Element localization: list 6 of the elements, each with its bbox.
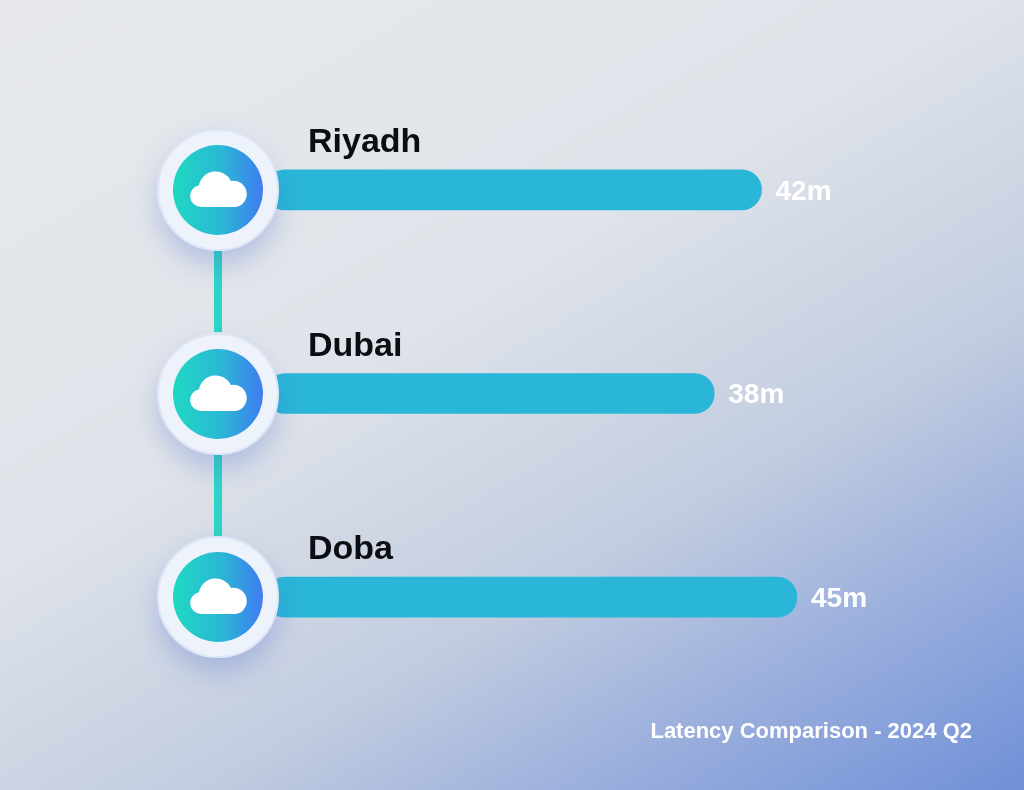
y-tick-label: Doba: [308, 528, 395, 567]
text: Latency Comparison - 2024 Q2: [650, 718, 972, 743]
y-tick-label: Dubai: [308, 324, 403, 363]
data-label: 38m: [728, 378, 785, 410]
data-label: 45m: [811, 581, 868, 613]
y-tick-label: Riyadh: [308, 120, 422, 159]
